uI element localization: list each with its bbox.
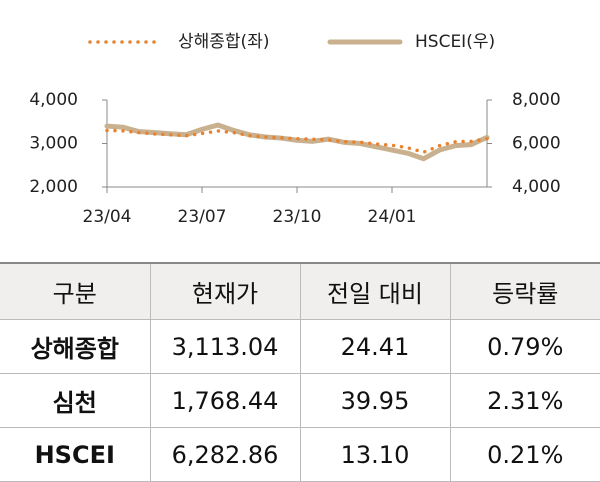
header-cell: 현재가	[149, 262, 300, 320]
y2-tick-label: 4,000	[512, 177, 561, 197]
table-cell: 심천	[0, 373, 150, 428]
legend-label: 상해종합(좌)	[178, 32, 269, 52]
y-tick-label: 4,000	[29, 90, 78, 110]
table-cell: 0.21%	[449, 427, 600, 482]
table-cell: 3,113.04	[149, 319, 300, 374]
series-line	[105, 128, 489, 154]
header-cell: 구분	[0, 262, 150, 320]
x-tick-label: 23/07	[178, 207, 227, 227]
table-cell: 1,768.44	[149, 373, 300, 428]
table-cell: 2.31%	[449, 373, 600, 428]
table-row: HSCEI 6,282.86 13.10 0.21%	[0, 427, 600, 482]
table-cell: HSCEI	[0, 427, 150, 482]
x-tick-label: 23/10	[273, 207, 322, 227]
table-cell: 상해종합	[0, 319, 150, 374]
y2-tick-label: 6,000	[512, 134, 561, 154]
header-cell: 전일 대비	[299, 262, 450, 320]
table-cell: 24.41	[299, 319, 450, 374]
table-cell: 0.79%	[449, 319, 600, 374]
y2-tick-label: 8,000	[512, 90, 561, 110]
x-tick-label: 24/01	[368, 207, 417, 227]
table-cell: 39.95	[299, 373, 450, 428]
x-tick-label: 23/04	[83, 207, 132, 227]
table-cell: 13.10	[299, 427, 450, 482]
quote-table: 구분 현재가 전일 대비 등락률 상해종합 3,113.04 24.41 0.79% 심천 1,7…	[0, 262, 600, 482]
header-cell: 등락률	[449, 262, 600, 320]
series-line	[104, 122, 490, 162]
header-row: 구분 현재가 전일 대비 등락률	[0, 262, 600, 320]
legend-label: HSCEI(우)	[415, 32, 495, 52]
table-cell: 6,282.86	[149, 427, 300, 482]
y-tick-label: 2,000	[29, 177, 78, 197]
chart: 2,000 3,000 4,000 4,000 6,000 8,000 23/04 23/07…	[29, 32, 561, 227]
table-row: 상해종합 3,113.04 24.41 0.79%	[0, 319, 600, 374]
y-tick-label: 3,000	[29, 134, 78, 154]
table-row: 심천 1,768.44 39.95 2.31%	[0, 373, 600, 428]
